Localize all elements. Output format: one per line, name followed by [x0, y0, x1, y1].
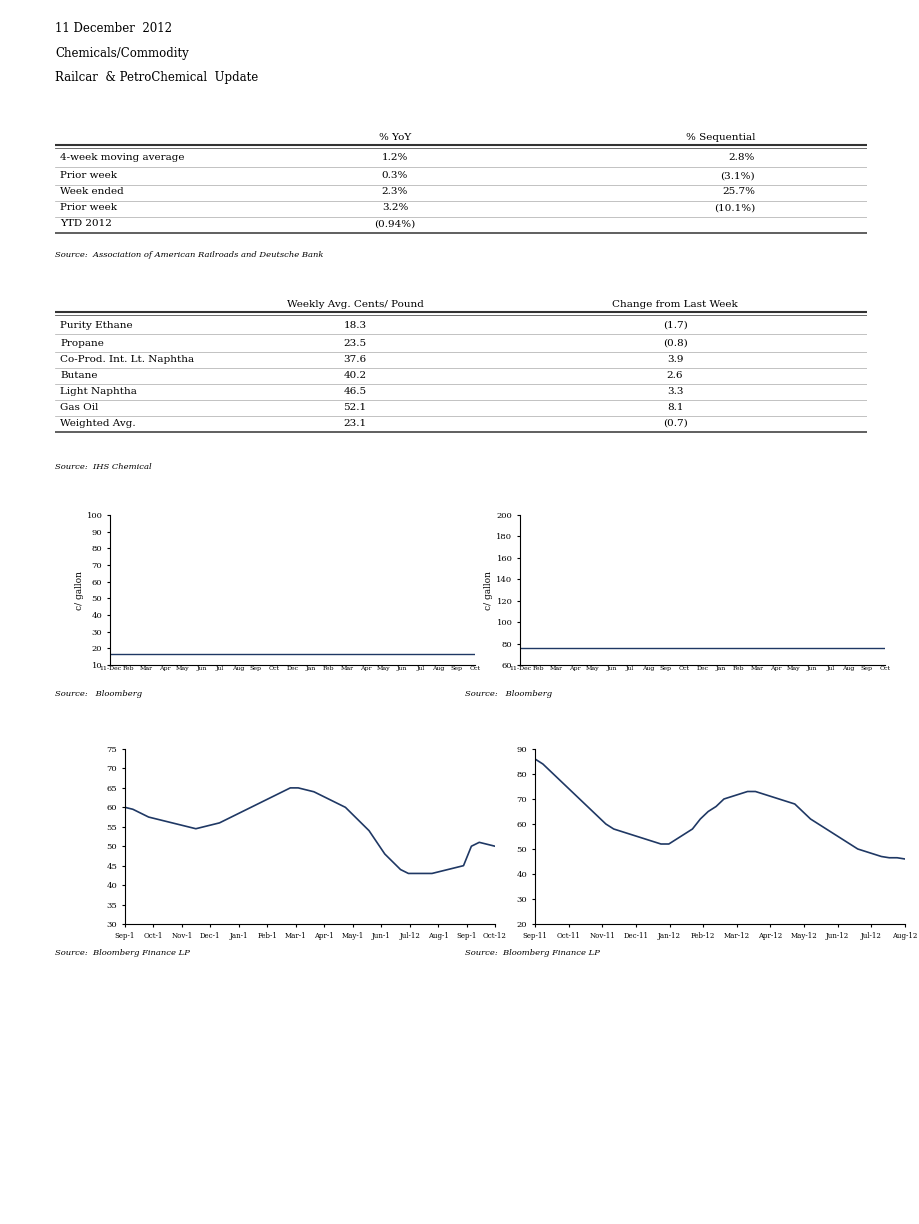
- Text: May: May: [377, 666, 391, 671]
- Text: Source:  Association of American Railroads and Deutsche Bank: Source: Association of American Railroad…: [55, 251, 323, 259]
- Text: 18.3: 18.3: [343, 321, 366, 329]
- Text: 0.3%: 0.3%: [381, 171, 408, 180]
- Text: Propane: Propane: [60, 339, 104, 348]
- Text: (0.8): (0.8): [662, 339, 686, 348]
- Text: Apr: Apr: [769, 666, 780, 671]
- Text: (0.94%): (0.94%): [374, 219, 415, 229]
- Text: Mar: Mar: [750, 666, 763, 671]
- Text: 11-Dec: 11-Dec: [508, 666, 530, 671]
- Text: Figure 3: Mt. Belvieu  Ethane Prices (North America): Figure 3: Mt. Belvieu Ethane Prices (Nor…: [60, 490, 369, 498]
- Text: Mar: Mar: [550, 666, 562, 671]
- Text: Gas Oil: Gas Oil: [60, 403, 98, 411]
- Text: May: May: [786, 666, 800, 671]
- Text: Feb: Feb: [532, 666, 543, 671]
- Text: Feb: Feb: [122, 666, 134, 671]
- Text: Sep: Sep: [250, 666, 262, 671]
- Text: Mar: Mar: [140, 666, 153, 671]
- Text: Dec: Dec: [696, 666, 708, 671]
- Text: Week ended: Week ended: [60, 187, 124, 197]
- Text: Chemicals/Commodity: Chemicals/Commodity: [55, 47, 188, 60]
- Text: Jul: Jul: [825, 666, 834, 671]
- Text: 11 December  2012: 11 December 2012: [55, 22, 172, 35]
- Text: Weekly Avg. Cents/ Pound: Weekly Avg. Cents/ Pound: [286, 300, 423, 308]
- Text: 3.2%: 3.2%: [381, 203, 408, 213]
- Text: Oct: Oct: [268, 666, 279, 671]
- Text: Jan: Jan: [715, 666, 725, 671]
- Text: Butane: Butane: [60, 371, 97, 379]
- Text: Aug: Aug: [641, 666, 653, 671]
- Y-axis label: c/ gallon: c/ gallon: [484, 570, 493, 610]
- Text: YTD 2012: YTD 2012: [60, 219, 112, 229]
- Text: 2.8%: 2.8%: [728, 153, 754, 163]
- Text: Railcar  & PetroChemical  Update: Railcar & PetroChemical Update: [55, 71, 258, 84]
- Text: 52.1: 52.1: [343, 403, 366, 411]
- Text: Jun: Jun: [806, 666, 816, 671]
- Text: Jul: Jul: [415, 666, 424, 671]
- Text: Jun: Jun: [196, 666, 206, 671]
- Text: Feb: Feb: [732, 666, 744, 671]
- Text: Purity Ethane: Purity Ethane: [60, 321, 132, 329]
- Text: Aug: Aug: [432, 666, 444, 671]
- Text: 2.6: 2.6: [666, 371, 683, 379]
- Text: Oct: Oct: [469, 666, 480, 671]
- Text: Source:  IHS Chemical: Source: IHS Chemical: [55, 463, 152, 471]
- Text: Change from Last Week: Change from Last Week: [611, 300, 737, 308]
- Text: Sep: Sep: [659, 666, 672, 671]
- Text: (c/lb): (c/lb): [60, 721, 95, 734]
- Text: Weighted Avg.: Weighted Avg.: [60, 419, 135, 427]
- Text: 46.5: 46.5: [343, 387, 366, 395]
- Text: 25.7%: 25.7%: [721, 187, 754, 197]
- Text: 4-week moving average: 4-week moving average: [60, 153, 185, 163]
- Text: % Sequential: % Sequential: [685, 133, 754, 142]
- Text: 8.1: 8.1: [666, 403, 683, 411]
- Text: Jan: Jan: [305, 666, 315, 671]
- Text: Jul: Jul: [215, 666, 223, 671]
- Text: Feb: Feb: [323, 666, 335, 671]
- Text: Mar: Mar: [340, 666, 354, 671]
- Text: 3.3: 3.3: [666, 387, 683, 395]
- Text: Sep: Sep: [860, 666, 872, 671]
- Text: Oct: Oct: [678, 666, 689, 671]
- Text: Prior week: Prior week: [60, 203, 117, 213]
- Text: 23.5: 23.5: [343, 339, 366, 348]
- Text: Apr: Apr: [359, 666, 371, 671]
- Text: (0.7): (0.7): [662, 419, 686, 427]
- Text: Apr: Apr: [159, 666, 170, 671]
- Text: Jun: Jun: [396, 666, 407, 671]
- Text: % YoY: % YoY: [379, 133, 411, 142]
- Text: Aug: Aug: [842, 666, 854, 671]
- Text: Dec: Dec: [286, 666, 299, 671]
- Text: Spot Prices (c/lb): Spot Prices (c/lb): [470, 721, 584, 734]
- Text: Source:  Bloomberg Finance LP: Source: Bloomberg Finance LP: [55, 949, 189, 957]
- Text: 1.2%: 1.2%: [381, 153, 408, 163]
- Text: Source:   Bloomberg: Source: Bloomberg: [55, 690, 142, 698]
- Text: 40.2: 40.2: [343, 371, 366, 379]
- Text: Figure 4: Mt. Belvieu  Propane (North America): Figure 4: Mt. Belvieu Propane (North Ame…: [470, 490, 746, 498]
- Text: 11-Dec: 11-Dec: [98, 666, 121, 671]
- Text: Source:  Bloomberg Finance LP: Source: Bloomberg Finance LP: [464, 949, 599, 957]
- Text: (3.1%): (3.1%): [720, 171, 754, 180]
- Text: Light Naphtha: Light Naphtha: [60, 387, 137, 395]
- Text: Source:   Bloomberg: Source: Bloomberg: [464, 690, 551, 698]
- Text: (1.7): (1.7): [662, 321, 686, 329]
- Text: Co-Prod. Int. Lt. Naphtha: Co-Prod. Int. Lt. Naphtha: [60, 355, 194, 364]
- Text: Sep: Sep: [450, 666, 462, 671]
- Text: 3.9: 3.9: [666, 355, 683, 364]
- Text: Figure 1: Chemicals railcar loadings for week ended December 1, 2012 (Week# 48): Figure 1: Chemicals railcar loadings for…: [62, 109, 583, 120]
- Text: May: May: [176, 666, 189, 671]
- Text: 2.3%: 2.3%: [381, 187, 408, 197]
- Text: (10.1%): (10.1%): [713, 203, 754, 213]
- Text: Figure 2: U.S. Ethylene Production Cash Costs - Spot Co-Production Credits: Figure 2: U.S. Ethylene Production Cash …: [62, 275, 535, 286]
- Text: Apr: Apr: [568, 666, 580, 671]
- Text: Prior week: Prior week: [60, 171, 117, 180]
- Text: Oct: Oct: [879, 666, 890, 671]
- Text: 37.6: 37.6: [343, 355, 366, 364]
- Text: Jul: Jul: [625, 666, 633, 671]
- Y-axis label: c/ gallon: c/ gallon: [74, 570, 84, 610]
- Text: Aug: Aug: [232, 666, 244, 671]
- Text: Jun: Jun: [606, 666, 616, 671]
- Text: 23.1: 23.1: [343, 419, 366, 427]
- Text: May: May: [585, 666, 599, 671]
